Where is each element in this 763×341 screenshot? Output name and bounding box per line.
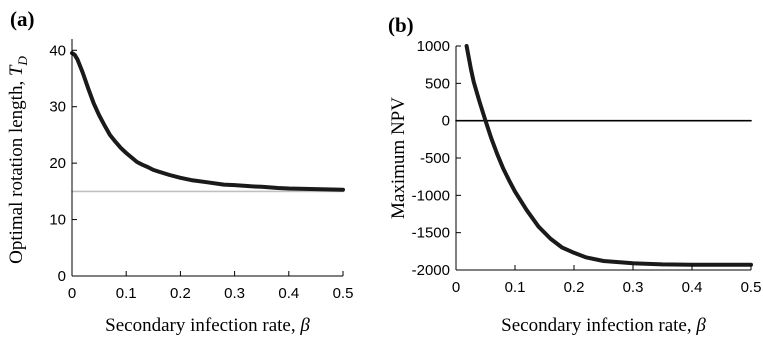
panel-label: (b) — [388, 13, 414, 37]
y-tick-label: 500 — [425, 75, 450, 92]
y-tick-label: 0 — [58, 268, 66, 285]
y-tick-label: 10 — [49, 212, 66, 229]
x-tick-label: 0.5 — [333, 285, 354, 302]
x-tick-label: 0.1 — [116, 285, 137, 302]
chart-panel-a: 0 0.1 0.2 0.3 0.4 0.5 0 10 20 30 40 (a) Secondary in… — [6, 7, 353, 336]
y-tick-label: -1000 — [412, 187, 450, 204]
x-tick-label: 0.3 — [224, 285, 245, 302]
x-tick-label: 0 — [452, 279, 460, 296]
series-curve — [70, 51, 345, 192]
x-axis-label: Secondary infection rate, β — [501, 315, 706, 336]
y-tick-label: -2000 — [412, 262, 450, 279]
chart-panel-b: 0 0.1 0.2 0.3 0.4 0.5 -2000 -1500 -1000 -500 0 500 1… — [388, 13, 761, 336]
y-axis-label: Optimal rotation length, TD — [6, 55, 30, 263]
y-tick-label: 0 — [442, 113, 450, 130]
y-axis-label: Maximum NPV — [388, 97, 409, 219]
x-tick-label: 0.4 — [278, 285, 299, 302]
y-tick-label: 20 — [49, 155, 66, 172]
x-tick-label: 0.3 — [623, 279, 644, 296]
series-curve — [464, 44, 753, 267]
x-tick-label: 0.1 — [505, 279, 526, 296]
x-axis-label: Secondary infection rate, β — [105, 315, 310, 336]
panel-label: (a) — [10, 7, 35, 31]
x-tick-label: 0.5 — [741, 279, 762, 296]
y-tick-label: 30 — [49, 99, 66, 116]
y-tick-label: 1000 — [417, 38, 450, 55]
y-tick-label: 40 — [49, 42, 66, 59]
y-tick-label: -500 — [420, 150, 450, 167]
x-tick-label: 0.4 — [682, 279, 703, 296]
x-tick-label: 0.2 — [564, 279, 585, 296]
x-tick-label: 0 — [68, 285, 76, 302]
y-tick-label: -1500 — [412, 225, 450, 242]
x-tick-label: 0.2 — [170, 285, 191, 302]
